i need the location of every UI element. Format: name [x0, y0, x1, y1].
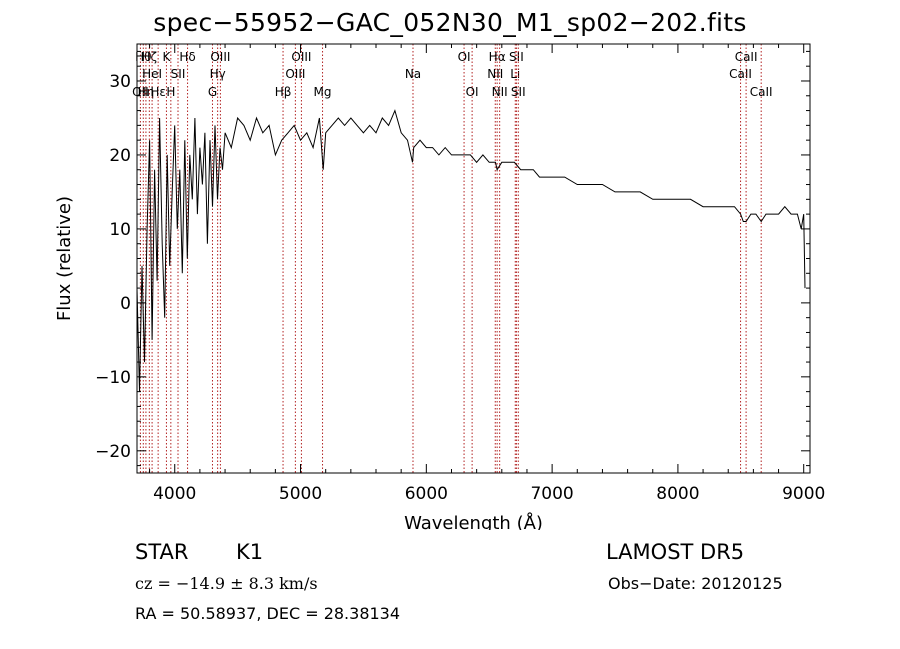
axis-labels: 4000 5000 6000 7000 8000 9000 −20 −10 0 10 20 30 Wav… — [54, 72, 825, 530]
spectrum-chart: OII Hθ Hη Hζ HeI Hε K H SII Hδ G Hγ OIII Hβ OIII OIII Mg… — [54, 43, 825, 530]
x-tick-label: 7000 — [530, 484, 573, 504]
line-marker-label: Hβ — [275, 85, 292, 99]
line-marker-label: K — [162, 50, 171, 64]
plot-frame — [136, 43, 811, 474]
ra-dec-coordinates: RA = 50.58937, DEC = 28.38134 — [135, 604, 401, 623]
line-marker-label: Li — [510, 67, 520, 81]
line-marker-label: SII — [511, 85, 526, 99]
redshift-velocity: cz = −14.9 ± 8.3 km/s — [135, 574, 318, 593]
y-tick-label: 20 — [109, 146, 131, 166]
y-tick-label: 0 — [120, 294, 131, 314]
chart-title: spec−55952−GAC_052N30_M1_sp02−202.fits — [153, 8, 747, 37]
line-marker-label: SII — [509, 50, 524, 64]
x-tick-label: 5000 — [279, 484, 322, 504]
x-tick-label: 9000 — [782, 484, 825, 504]
line-marker-label: OIII — [291, 50, 311, 64]
line-marker-label: H — [166, 85, 175, 99]
line-marker-label: HeI — [142, 67, 162, 81]
line-marker-label: CaII — [750, 85, 773, 99]
line-marker-label: OIII — [210, 50, 230, 64]
x-axis-label: Wavelength (Å) — [404, 512, 543, 530]
y-tick-label: 30 — [109, 72, 131, 92]
line-marker-label: Hε — [150, 85, 166, 99]
line-markers: OII Hθ Hη Hζ HeI Hε K H SII Hδ G Hγ OIII Hβ OIII OIII Mg… — [132, 44, 773, 473]
line-marker-label: SII — [171, 67, 186, 81]
series-line-0 — [136, 109, 806, 392]
x-tick-label: 8000 — [656, 484, 699, 504]
line-marker-label: OI — [466, 85, 479, 99]
observation-date: Obs−Date: 20120125 — [608, 574, 783, 593]
line-marker-label: OIII — [285, 67, 305, 81]
line-marker-label: Hη — [138, 85, 155, 99]
line-marker-label: OI — [458, 50, 471, 64]
x-tick-label: 6000 — [405, 484, 448, 504]
line-marker-label: Hγ — [210, 67, 226, 81]
line-marker-label: G — [208, 85, 217, 99]
line-marker-label: Hζ — [142, 50, 158, 64]
line-marker-label: CaII — [729, 67, 752, 81]
x-tick-label: 4000 — [153, 484, 196, 504]
axis-ticks — [137, 44, 810, 473]
line-marker-label: CaII — [735, 50, 758, 64]
y-axis-label: Flux (relative) — [54, 196, 75, 321]
line-marker-label: NII — [487, 67, 503, 81]
object-class: STAR — [135, 540, 189, 564]
y-tick-label: −10 — [95, 368, 131, 388]
line-marker-label: OII — [132, 85, 149, 99]
line-marker-label: Hδ — [179, 50, 195, 64]
y-tick-label: 10 — [109, 220, 131, 240]
line-marker-label: NII — [492, 85, 508, 99]
line-marker-label: Hα — [489, 50, 506, 64]
y-tick-label: −20 — [95, 442, 131, 462]
line-marker-label: Mg — [314, 85, 332, 99]
object-subclass: K1 — [236, 540, 264, 564]
survey-name: LAMOST DR5 — [606, 540, 745, 564]
series-layer — [136, 109, 806, 392]
line-marker-label: Na — [405, 67, 421, 81]
line-marker-label: Hθ — [135, 50, 151, 64]
